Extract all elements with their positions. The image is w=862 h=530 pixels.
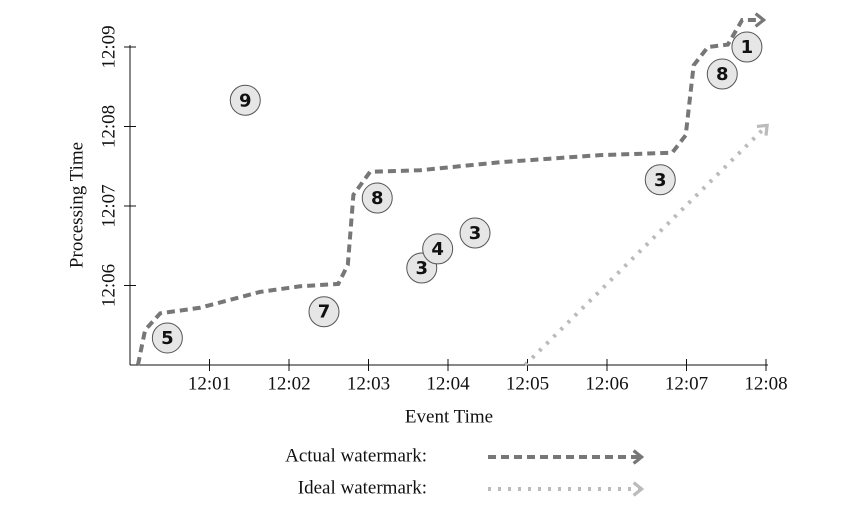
watermark-line bbox=[135, 12, 767, 366]
legend-label: Ideal watermark: bbox=[298, 477, 427, 498]
y-tick-label: 12:06 bbox=[98, 264, 119, 307]
point-label: 5 bbox=[161, 328, 174, 349]
x-tick-label: 12:02 bbox=[267, 373, 310, 394]
event-point bbox=[361, 182, 393, 214]
x-tick-label: 12:05 bbox=[506, 373, 549, 394]
y-tick-label: 12:09 bbox=[98, 25, 119, 68]
y-tick-label: 12:07 bbox=[98, 184, 119, 227]
point-label: 7 bbox=[318, 302, 331, 323]
event-point bbox=[644, 164, 676, 196]
point-label: 9 bbox=[239, 90, 252, 111]
x-tick-label: 12:01 bbox=[188, 373, 231, 394]
x-tick-label: 12:04 bbox=[426, 373, 470, 394]
point-label: 8 bbox=[371, 188, 384, 209]
x-axis-label: Event Time bbox=[405, 406, 493, 427]
point-label: 3 bbox=[654, 170, 667, 191]
point-label: 8 bbox=[716, 64, 729, 85]
event-point bbox=[229, 84, 261, 116]
event-point bbox=[151, 322, 183, 354]
watermark-line bbox=[523, 123, 769, 367]
event-point bbox=[459, 217, 491, 249]
y-tick-label: 12:08 bbox=[98, 105, 119, 148]
x-tick-label: 12:03 bbox=[347, 373, 390, 394]
point-label: 3 bbox=[469, 223, 482, 244]
point-label: 4 bbox=[431, 239, 444, 260]
legend-label: Actual watermark: bbox=[285, 445, 427, 466]
point-label: 1 bbox=[741, 37, 754, 58]
x-tick-label: 12:06 bbox=[585, 373, 628, 394]
event-point bbox=[731, 31, 763, 63]
y-axis-label: Processing Time bbox=[66, 142, 87, 268]
x-tick-label: 12:08 bbox=[744, 373, 787, 394]
point-label: 3 bbox=[415, 258, 428, 279]
event-point bbox=[706, 58, 738, 90]
x-tick-label: 12:07 bbox=[665, 373, 708, 394]
event-point bbox=[422, 233, 454, 265]
event-point bbox=[308, 296, 340, 328]
